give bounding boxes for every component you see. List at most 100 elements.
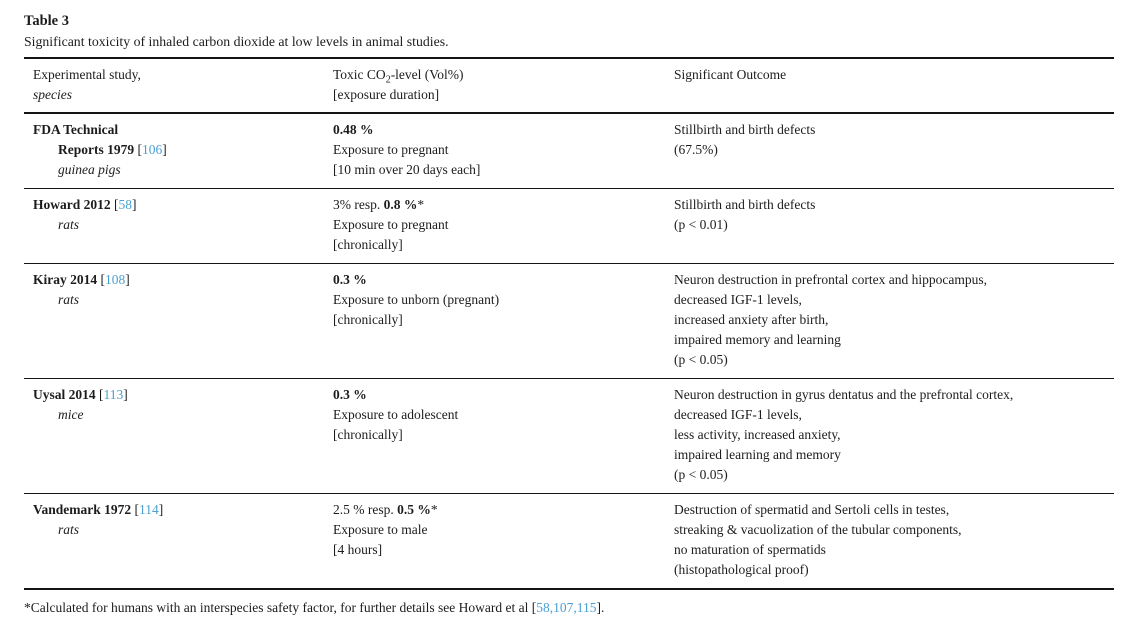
study-name: FDA Technical xyxy=(33,122,119,137)
study-cell: Howard 2012 [58] rats xyxy=(24,195,333,255)
dose-detail-line: Exposure to unborn (pregnant) xyxy=(333,292,500,307)
dose-detail-line: [10 min over 20 days each] xyxy=(333,162,481,177)
dose-cell: 2.5 % resp. 0.5 %* Exposure to male [4 hou… xyxy=(333,500,674,580)
dose-detail-line: [chronically] xyxy=(333,427,403,442)
citation-link[interactable]: 58 xyxy=(536,600,550,615)
outcome-line: no maturation of spermatids xyxy=(674,542,826,557)
citation-link[interactable]: 106 xyxy=(142,142,163,157)
footnote-open-bracket: [ xyxy=(531,600,537,615)
footnote-citation-separator: , xyxy=(573,600,577,615)
dose-header-suffix: -level (Vol%) xyxy=(390,67,464,82)
outcome-cell: Stillbirth and birth defects (67.5%) xyxy=(674,120,1114,180)
study-name: Kiray 2014 xyxy=(33,272,98,287)
citation-link[interactable]: 107 xyxy=(553,600,574,615)
species-label: rats xyxy=(58,522,80,537)
table-body: FDA Technical Reports 1979 [106] guinea pi… xyxy=(24,114,1114,588)
study-name: Uysal 2014 xyxy=(33,387,96,402)
outcome-line: less activity, increased anxiety, xyxy=(674,427,841,442)
outcome-line: Neuron destruction in gyrus dentatus and… xyxy=(674,387,1014,402)
table-row: Kiray 2014 [108] rats 0.3 % Exposure to unb… xyxy=(24,263,1114,378)
dose-prefix: 3% resp. xyxy=(333,197,384,212)
species-label: rats xyxy=(58,217,80,232)
study-cell: Kiray 2014 [108] rats xyxy=(24,270,333,370)
dose-value-line: 0.3 % xyxy=(333,270,674,290)
footnote-citation-separator: , xyxy=(549,600,554,615)
dose-asterisk: * xyxy=(430,502,438,517)
outcome-line: (67.5%) xyxy=(674,142,718,157)
outcome-line: increased anxiety after birth, xyxy=(674,312,829,327)
citation-link[interactable]: 114 xyxy=(139,502,159,517)
table-row: Vandemark 1972 [114] rats 2.5 % resp. 0.5 … xyxy=(24,493,1114,588)
outcome-cell: Neuron destruction in prefrontal cortex … xyxy=(674,270,1114,370)
dose-header-prefix: Toxic CO xyxy=(333,67,386,82)
outcome-line: Stillbirth and birth defects xyxy=(674,122,816,137)
citation-link[interactable]: 115 xyxy=(576,600,597,615)
col-header-outcome-line1: Significant Outcome xyxy=(674,67,787,82)
study-name-line: Vandemark 1972 [114] xyxy=(33,502,164,517)
study-name-line: Kiray 2014 [108] xyxy=(33,272,130,287)
dose-value-line: 0.3 % xyxy=(333,385,674,405)
dose-detail-line: [4 hours] xyxy=(333,542,383,557)
table-row: Uysal 2014 [113] mice 0.3 % Exposure to ado… xyxy=(24,378,1114,493)
species-label: rats xyxy=(58,292,80,307)
study-cell: Vandemark 1972 [114] rats xyxy=(24,500,333,580)
dose-cell: 0.3 % Exposure to unborn (pregnant) [chron… xyxy=(333,270,674,370)
citation-link[interactable]: 113 xyxy=(103,387,124,402)
study-name: Reports 1979 xyxy=(58,142,135,157)
table-row: FDA Technical Reports 1979 [106] guinea pi… xyxy=(24,114,1114,188)
outcome-line: (p < 0.01) xyxy=(674,217,728,232)
col-header-dose-line1: Toxic CO2-level (Vol%) xyxy=(333,65,674,85)
outcome-cell: Neuron destruction in gyrus dentatus and… xyxy=(674,385,1114,485)
table-header-row: Experimental study, species Toxic CO2-le… xyxy=(24,59,1114,114)
study-name: Howard 2012 xyxy=(33,197,111,212)
dose-cell: 3% resp. 0.8 %* Exposure to pregnant [chro… xyxy=(333,195,674,255)
dose-value: 0.3 % xyxy=(333,272,367,287)
toxicity-table: Experimental study, species Toxic CO2-le… xyxy=(24,57,1114,590)
outcome-line: Destruction of spermatid and Sertoli cel… xyxy=(674,502,950,517)
table-label: Table 3 xyxy=(24,13,69,29)
outcome-cell: Stillbirth and birth defects (p < 0.01) xyxy=(674,195,1114,255)
col-header-dose-line2: [exposure duration] xyxy=(333,87,440,102)
footnote-marker: * xyxy=(24,600,31,615)
outcome-line: Stillbirth and birth defects xyxy=(674,197,816,212)
footnote-citations: 58,107,115 xyxy=(536,600,596,615)
footnote-period: . xyxy=(601,600,605,615)
outcome-line: decreased IGF-1 levels, xyxy=(674,292,802,307)
dose-detail-line: Exposure to pregnant xyxy=(333,142,449,157)
outcome-line: impaired learning and memory xyxy=(674,447,841,462)
study-name-line: FDA Technical xyxy=(33,120,333,140)
dose-value: 0.3 % xyxy=(333,387,367,402)
dose-value-line: 0.48 % xyxy=(333,120,674,140)
dose-detail-line: Exposure to adolescent xyxy=(333,407,459,422)
dose-prefix: 2.5 % resp. xyxy=(333,502,398,517)
study-cell: FDA Technical Reports 1979 [106] guinea pi… xyxy=(24,120,333,180)
co2-subscript: 2 xyxy=(385,74,391,86)
dose-value: 0.5 % xyxy=(397,502,431,517)
species-label: guinea pigs xyxy=(58,162,121,177)
col-header-study: Experimental study, species xyxy=(24,65,333,105)
citation-link[interactable]: 108 xyxy=(105,272,126,287)
footnote-text: Calculated for humans with an interspeci… xyxy=(30,600,532,615)
outcome-line: Neuron destruction in prefrontal cortex … xyxy=(674,272,988,287)
outcome-cell: Destruction of spermatid and Sertoli cel… xyxy=(674,500,1114,580)
dose-asterisk: * xyxy=(417,197,425,212)
study-name-line: Uysal 2014 [113] xyxy=(33,387,128,402)
table-footnote: *Calculated for humans with an interspec… xyxy=(24,598,1114,617)
outcome-line: impaired memory and learning xyxy=(674,332,841,347)
outcome-line: decreased IGF-1 levels, xyxy=(674,407,802,422)
table-row: Howard 2012 [58] rats 3% resp. 0.8 %* Expos… xyxy=(24,188,1114,263)
dose-value-line: 3% resp. 0.8 %* xyxy=(333,195,674,215)
dose-detail-line: [chronically] xyxy=(333,312,403,327)
species-label: mice xyxy=(58,407,84,422)
dose-detail-line: Exposure to male xyxy=(333,522,428,537)
dose-cell: 0.48 % Exposure to pregnant [10 min over 2… xyxy=(333,120,674,180)
col-header-outcome: Significant Outcome xyxy=(674,65,1114,105)
dose-cell: 0.3 % Exposure to adolescent [chronically] xyxy=(333,385,674,485)
study-name-line: Howard 2012 [58] xyxy=(33,197,137,212)
col-header-study-line1: Experimental study, xyxy=(33,67,141,82)
dose-value-line: 2.5 % resp. 0.5 %* xyxy=(333,500,674,520)
citation-link[interactable]: 58 xyxy=(118,197,133,212)
study-name: Vandemark 1972 xyxy=(33,502,132,517)
dose-value: 0.48 % xyxy=(333,122,374,137)
outcome-line: streaking & vacuolization of the tubular… xyxy=(674,522,962,537)
